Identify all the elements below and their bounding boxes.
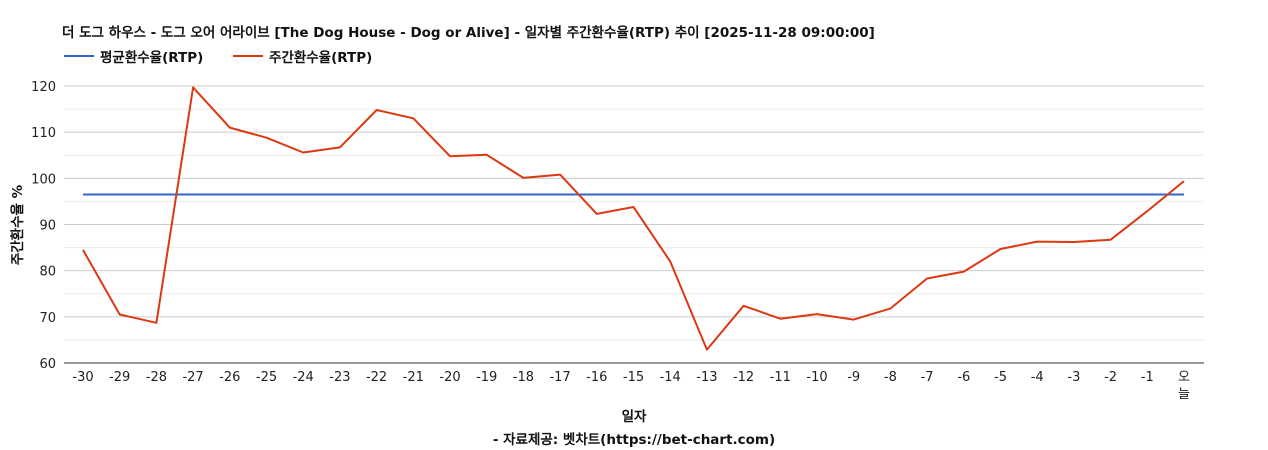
x-tick-label: -19 <box>476 370 497 385</box>
legend-item-weekly-rtp[interactable]: 주간환수율(RTP) <box>233 46 372 66</box>
x-tick-label: -18 <box>513 370 534 385</box>
gridlines <box>64 85 1204 364</box>
x-tick-label: -15 <box>623 370 644 385</box>
x-tick-label: -2 <box>1104 370 1117 385</box>
x-tick-label: 오 <box>1178 370 1190 385</box>
y-tick-label: 120 <box>31 80 56 95</box>
y-tick-label: 60 <box>39 357 56 372</box>
y-axis-ticks: 60 70 80 90 100 110 120 <box>31 80 56 372</box>
x-tick-label: -29 <box>109 370 130 385</box>
x-tick-label: -4 <box>1031 370 1044 385</box>
x-tick-label: -30 <box>72 370 93 385</box>
chart-title: 더 도그 하우스 - 도그 오어 어라이브 [The Dog House - D… <box>62 25 875 41</box>
y-tick-label: 90 <box>39 219 56 234</box>
x-tick-label: 늘 <box>1178 387 1190 402</box>
x-tick-label: -25 <box>256 370 277 385</box>
x-tick-label: -12 <box>733 370 754 385</box>
y-tick-label: 100 <box>31 172 56 187</box>
x-tick-label: -28 <box>146 370 167 385</box>
x-tick-label: -16 <box>586 370 607 385</box>
x-tick-label: -11 <box>770 370 791 385</box>
x-tick-label: -26 <box>219 370 240 385</box>
x-tick-label: -13 <box>696 370 717 385</box>
x-tick-label: -22 <box>366 370 387 385</box>
x-axis-label: 일자 <box>621 409 647 425</box>
x-tick-label: -14 <box>660 370 681 385</box>
legend-label-average: 평균환수율(RTP) <box>100 50 204 66</box>
data-source-credit[interactable]: - 자료제공: 벳차트(https://bet-chart.com) <box>492 432 776 448</box>
x-tick-label: -20 <box>439 370 460 385</box>
x-tick-label: -24 <box>293 370 314 385</box>
x-tick-label: -27 <box>182 370 203 385</box>
y-tick-label: 80 <box>39 265 56 280</box>
x-axis-ticks: -30 -29 -28 -27 -26 -25 -24 -23 -22 -21 -20 -19 -18-… <box>72 370 1190 402</box>
x-tick-label: -1 <box>1141 370 1154 385</box>
x-tick-label: -6 <box>957 370 970 385</box>
legend-label-weekly: 주간환수율(RTP) <box>269 50 373 66</box>
weekly-rtp-line[interactable] <box>82 86 1185 351</box>
x-tick-label: -17 <box>549 370 570 385</box>
legend-swatch-weekly <box>233 55 263 57</box>
x-tick-label: -3 <box>1067 370 1080 385</box>
x-tick-label: -5 <box>994 370 1007 385</box>
y-tick-label: 110 <box>31 126 56 141</box>
x-tick-label: -21 <box>403 370 424 385</box>
x-tick-label: -8 <box>884 370 897 385</box>
x-tick-label: -23 <box>329 370 350 385</box>
x-tick-label: -7 <box>921 370 934 385</box>
series-lines <box>82 86 1185 351</box>
x-tick-label: -9 <box>847 370 860 385</box>
legend-item-average-rtp[interactable]: 평균환수율(RTP) <box>64 46 203 66</box>
y-tick-label: 70 <box>39 311 56 326</box>
legend-swatch-average <box>64 55 94 57</box>
x-tick-label: -10 <box>806 370 827 385</box>
